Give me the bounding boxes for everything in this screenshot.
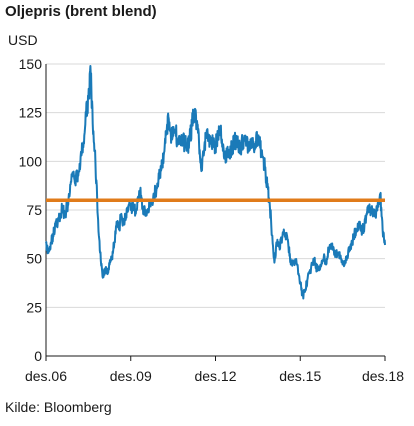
brent-price-line [45,65,386,300]
y-tick-label: 125 [19,105,43,121]
x-axis-ticks: des.06 des.09 des.12 des.15 des.18 [25,356,404,384]
x-tick-label: des.18 [362,368,404,384]
series-layer [45,65,386,300]
x-tick-label: des.12 [194,368,236,384]
y-axis-ticks: 0 25 50 75 100 125 150 [19,56,43,364]
y-tick-label: 100 [19,153,43,169]
chart-title: Oljepris (brent blend) [5,3,157,20]
x-tick-label: des.15 [279,368,321,384]
y-tick-label: 50 [26,251,42,267]
y-tick-label: 150 [19,56,43,72]
x-tick-label: des.06 [25,368,67,384]
gridlines [45,63,385,357]
x-tick-label: des.09 [110,368,152,384]
source-note: Kilde: Bloomberg [5,399,112,415]
y-axis-unit: USD [8,32,38,48]
y-tick-label: 75 [26,202,42,218]
y-tick-label: 25 [26,299,42,315]
y-tick-label: 0 [34,348,42,364]
